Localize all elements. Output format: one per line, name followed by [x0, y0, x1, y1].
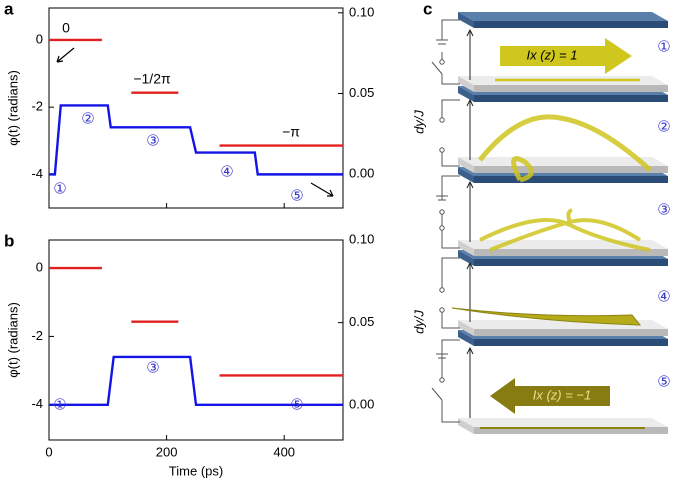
plate-side: [458, 320, 474, 336]
plate-front: [474, 249, 668, 256]
plate-side: [458, 76, 474, 92]
axis-arrow: [466, 346, 474, 418]
moment: [478, 114, 652, 183]
plate-front: [474, 95, 668, 102]
step-label: ②: [657, 118, 670, 136]
annotation: ②: [81, 110, 94, 128]
plate-top: [458, 418, 668, 427]
plate-side: [458, 86, 474, 102]
terminal: [439, 59, 445, 65]
y2-tick-label: 0.10: [349, 231, 374, 246]
y-tick-label: 0: [36, 31, 43, 46]
annotation: −1/2π: [133, 71, 171, 87]
y-tick-label: -2: [31, 328, 43, 343]
wire: [431, 19, 460, 423]
plate-front: [474, 21, 668, 28]
x-axis-label: Time (ps): [169, 463, 223, 478]
panel-label: a: [4, 0, 14, 18]
plate-side: [458, 240, 474, 256]
arrow: [56, 47, 75, 63]
axis-arrow: [466, 180, 474, 242]
y-tick-label: -4: [31, 166, 43, 181]
current-label: Ix (z) = 1: [527, 47, 578, 62]
y-axis-label: dy/J: [411, 110, 426, 134]
x-tick-label: 400: [273, 444, 295, 459]
annotation: ④: [220, 163, 233, 181]
terminal: [439, 307, 445, 313]
y-tick-label: -2: [31, 99, 43, 114]
plate-side: [458, 167, 474, 183]
y2-tick-label: 0.00: [349, 397, 374, 412]
current-label: Ix (z) = −1: [533, 387, 592, 402]
y2-tick-label: 0.10: [349, 4, 374, 19]
plate-front: [474, 166, 668, 173]
x-tick-label: 200: [156, 444, 178, 459]
terminal: [439, 147, 445, 153]
step-label: ③: [657, 201, 670, 219]
annotation: ①: [53, 396, 66, 414]
plate-top: [458, 12, 668, 21]
annotation: ①: [53, 180, 66, 198]
annotation: ⑤: [290, 396, 303, 414]
axis-arrow: [466, 28, 474, 80]
terminal: [439, 287, 445, 293]
plate-front: [474, 329, 668, 336]
panel-label: c: [423, 0, 432, 18]
step-label: ⑤: [657, 373, 670, 391]
y-tick-label: -4: [31, 396, 43, 411]
x-tick-label: 0: [45, 444, 52, 459]
plate-front: [474, 339, 668, 346]
moment: [479, 208, 651, 252]
panel-label: b: [4, 231, 14, 250]
annotation: 0: [62, 20, 70, 36]
y-axis-label: φ(t) (radians): [5, 302, 20, 378]
arrow: [310, 182, 334, 197]
step-label: ④: [657, 288, 670, 306]
current-arrow: [490, 378, 610, 414]
plate-side: [458, 157, 474, 173]
chart: a -4 -2 0 0.00 0.05 0.10 φ(t) (radians) 0 −1/2π −π…: [4, 0, 374, 209]
annotation: −π: [282, 124, 300, 140]
data-line: [49, 38, 343, 147]
current-arrow: [500, 38, 632, 74]
terminal: [439, 225, 445, 231]
data-line: [49, 355, 343, 406]
step-label: ①: [657, 38, 670, 56]
plate-front: [474, 176, 668, 183]
terminal: [439, 117, 445, 123]
annotation: ⑤: [290, 187, 303, 205]
terminal: [439, 209, 445, 215]
plot-frame: [48, 7, 344, 209]
y2-tick-label: 0.00: [349, 166, 374, 181]
data-line: [49, 104, 343, 176]
terminal: [439, 377, 445, 383]
plate-front: [474, 259, 668, 266]
y-axis-label: φ(t) (radians): [5, 70, 20, 146]
y2-tick-label: 0.05: [349, 85, 374, 100]
axis-arrow: [466, 261, 474, 322]
axis-arrow: [466, 98, 474, 160]
y-tick-label: 0: [36, 259, 43, 274]
panel-c: c Ix (z) = 1 Ix (z) = −1 dy/J dy/J ① ② ③ ④ ⑤: [411, 0, 671, 434]
data-line: [49, 266, 343, 377]
plate-top: [458, 157, 668, 166]
annotation: ③: [146, 359, 159, 377]
plate-side: [458, 330, 474, 346]
plate-front: [474, 85, 668, 92]
y2-tick-label: 0.05: [349, 314, 374, 329]
plate-side: [458, 418, 474, 434]
chart: b -4 -2 0 0.00 0.05 0.10 0 200 400 Time (ps) φ(t) (…: [4, 231, 374, 478]
y-axis-label: dy/J: [411, 310, 426, 334]
plate-side: [458, 12, 474, 28]
annotation: ③: [146, 132, 159, 150]
plot-frame: [48, 239, 344, 441]
moment: [451, 307, 642, 326]
